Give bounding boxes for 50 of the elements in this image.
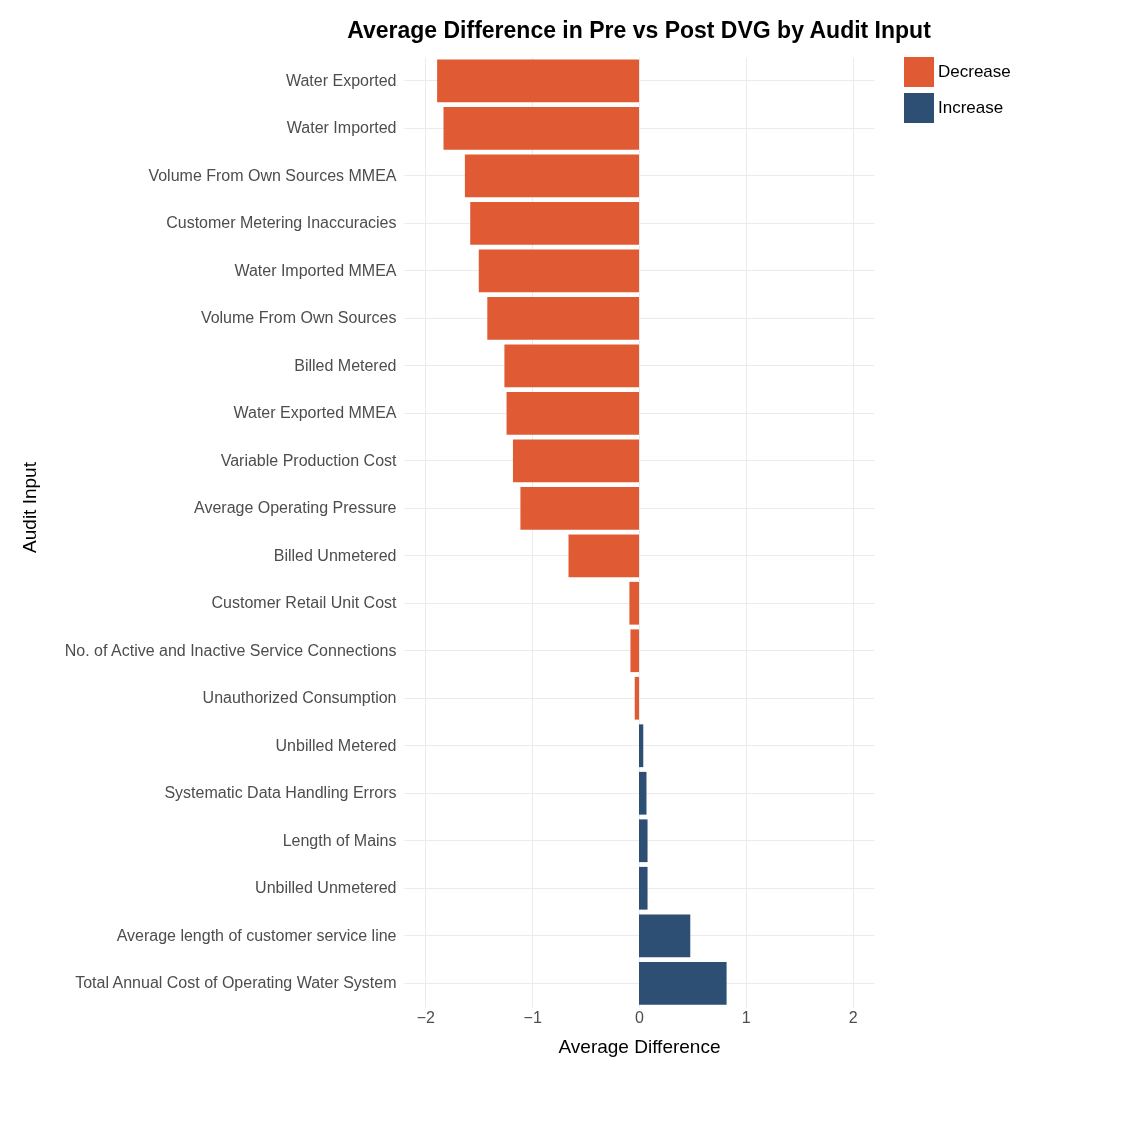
bar bbox=[504, 344, 639, 388]
y-tick-label: No. of Active and Inactive Service Connections bbox=[64, 641, 397, 659]
y-tick-label: Volume From Own Sources MMEA bbox=[148, 166, 397, 184]
bar bbox=[437, 59, 639, 103]
bar bbox=[629, 581, 639, 625]
bar bbox=[630, 629, 639, 673]
y-tick-label: Systematic Data Handling Errors bbox=[164, 784, 397, 802]
bar bbox=[464, 154, 639, 198]
y-tick-label: Unbilled Metered bbox=[275, 736, 397, 754]
bar bbox=[639, 961, 727, 1005]
bar bbox=[478, 249, 639, 293]
y-tick-label: Water Imported bbox=[286, 119, 397, 137]
y-tick-label: Water Exported bbox=[285, 71, 397, 89]
y-tick-label: Billed Unmetered bbox=[273, 546, 397, 564]
y-tick-label: Length of Mains bbox=[282, 831, 397, 849]
x-tick-label: 2 bbox=[848, 1008, 858, 1026]
y-axis-title: Audit Input bbox=[18, 461, 40, 553]
x-axis-title: Average Difference bbox=[558, 1035, 721, 1057]
x-tick-label: −2 bbox=[416, 1008, 436, 1026]
bar bbox=[639, 819, 648, 863]
bar bbox=[487, 296, 639, 340]
bar bbox=[634, 676, 639, 720]
x-tick-label: −1 bbox=[523, 1008, 542, 1026]
bar bbox=[639, 724, 644, 768]
y-tick-label: Volume From Own Sources bbox=[200, 309, 397, 327]
bar bbox=[470, 201, 639, 245]
x-tick-label: 0 bbox=[635, 1008, 645, 1026]
y-tick-label: Average length of customer service line bbox=[116, 926, 397, 944]
bar bbox=[520, 486, 639, 530]
y-tick-label: Customer Metering Inaccuracies bbox=[166, 214, 397, 232]
y-tick-label: Billed Metered bbox=[294, 356, 397, 374]
bar bbox=[568, 534, 639, 578]
y-tick-label: Water Imported MMEA bbox=[234, 261, 397, 279]
bar bbox=[506, 391, 639, 435]
x-tick-label: 1 bbox=[741, 1008, 751, 1026]
bar bbox=[639, 914, 691, 958]
y-tick-label: Water Exported MMEA bbox=[233, 404, 397, 422]
y-tick-label: Average Operating Pressure bbox=[194, 499, 397, 517]
y-tick-label: Total Annual Cost of Operating Water System bbox=[75, 974, 397, 992]
bar bbox=[639, 866, 648, 910]
y-tick-label: Unauthorized Consumption bbox=[202, 689, 397, 707]
y-tick-label: Customer Retail Unit Cost bbox=[211, 594, 398, 612]
y-tick-label: Unbilled Unmetered bbox=[255, 879, 397, 897]
bar bbox=[443, 106, 639, 150]
legend-label: Decrease bbox=[938, 62, 1011, 81]
legend-label: Increase bbox=[938, 98, 1004, 117]
y-tick-label: Variable Production Cost bbox=[220, 451, 398, 469]
chart-title: Average Difference in Pre vs Post DVG by Audit Input bbox=[347, 17, 932, 43]
bar bbox=[512, 439, 639, 483]
bar bbox=[639, 771, 647, 815]
